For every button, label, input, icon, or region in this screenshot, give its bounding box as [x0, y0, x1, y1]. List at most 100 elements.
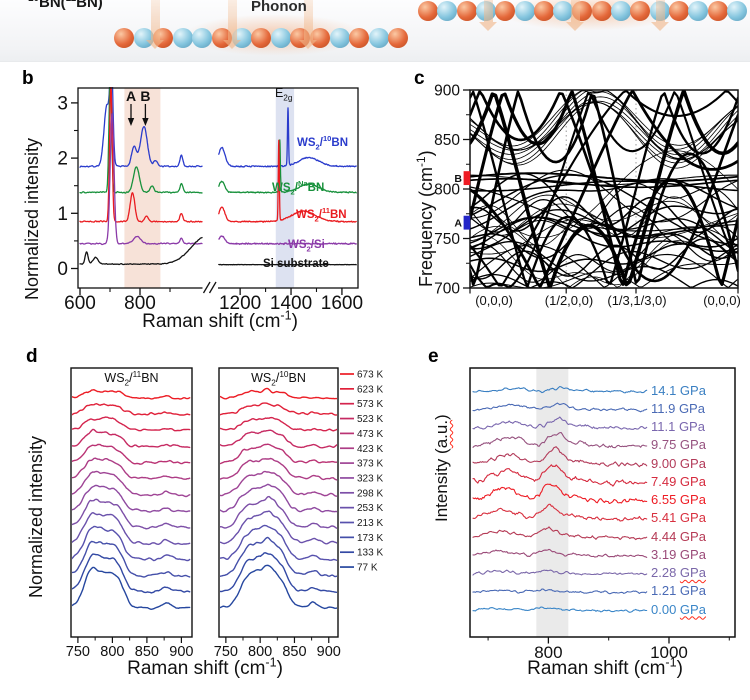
panel-letter-e: e — [428, 346, 439, 367]
temperature-curve — [220, 402, 337, 416]
legend-label: 623 K — [357, 384, 383, 395]
mode-marker-label: A — [454, 218, 462, 230]
temperature-curve — [220, 457, 337, 481]
temperature-curve — [220, 387, 337, 400]
panel-c-ylabel: Frequency (cm-1) — [414, 150, 436, 287]
temperature-curve — [220, 524, 337, 561]
temperature-curve — [220, 483, 337, 513]
boron-atom — [533, 1, 554, 21]
tick-label: 900 — [434, 83, 460, 100]
pressure-label: 14.1 GPa — [651, 382, 706, 398]
panel-e-xlabel: Raman shift (cm-1) — [527, 655, 683, 679]
tick-label: 0 — [57, 259, 68, 280]
subpanel-title: WS2/11BN — [104, 369, 159, 388]
nitrogen-atom — [553, 1, 574, 21]
tick-label: 900 — [317, 644, 341, 660]
annotation-arrowhead — [142, 118, 149, 126]
legend-label: 423 K — [357, 444, 383, 455]
spectrum-curve-b — [79, 113, 203, 246]
phonon-band — [469, 89, 739, 289]
temperature-curve — [220, 564, 337, 610]
temperature-curve — [72, 512, 191, 546]
tick-label: 800 — [434, 182, 460, 199]
temperature-curve — [72, 553, 191, 594]
nitrogen-atom — [172, 28, 193, 48]
tick-label: 900 — [169, 644, 193, 660]
boron-atom — [114, 28, 134, 48]
pressure-label: 5.41 GPa — [651, 510, 706, 526]
phonon-label: Phonon — [251, 0, 307, 15]
boron-atom — [707, 1, 728, 21]
pressure-curve — [472, 385, 648, 394]
pressure-curve — [472, 402, 648, 413]
spectrum-curve-b — [218, 107, 357, 168]
temperature-curve — [72, 498, 191, 530]
boron-atom — [388, 28, 409, 48]
tick-label: 800 — [248, 644, 272, 660]
phonon-band — [469, 89, 739, 286]
legend-label: 573 K — [357, 399, 383, 410]
pressure-curve — [472, 588, 648, 595]
phonon-band — [469, 172, 739, 182]
phonon-band — [469, 100, 739, 160]
temperature-curve — [72, 416, 191, 432]
temperature-curve — [72, 540, 191, 578]
phonon-arrow-icon — [650, 0, 669, 31]
phonon-band — [469, 180, 739, 192]
legend-label: 373 K — [357, 459, 383, 470]
temperature-curve — [72, 484, 191, 513]
phonon-arrow-icon — [298, 0, 317, 49]
mode-marker-label: B — [454, 173, 462, 185]
kpoint-label: (0,0,0) — [475, 293, 513, 308]
temperature-curve — [220, 495, 337, 529]
pressure-label: 1.21 GPa — [651, 583, 706, 599]
tick-label: 1 — [57, 204, 68, 225]
nitrogen-atom — [329, 28, 350, 48]
tick-label: 1000 — [650, 643, 688, 662]
tick-label: 750 — [214, 644, 238, 660]
plot-frame-e — [469, 367, 736, 638]
spectrum-curve-b — [79, 236, 203, 266]
temperature-curve — [220, 429, 337, 449]
pressure-curve — [472, 569, 648, 576]
pressure-label: 4.44 GPa — [651, 528, 706, 544]
phonon-band — [469, 238, 739, 280]
panel-b-xlabel: Raman shift (cm-1) — [142, 308, 298, 332]
tick-label: 750 — [66, 644, 90, 660]
phonon-arrow-icon — [565, 0, 584, 31]
phonon-band — [469, 96, 739, 161]
peak-annotation: E2g — [274, 86, 293, 103]
temperature-curve — [72, 403, 191, 416]
axis-break — [202, 281, 211, 294]
nitrogen-atom — [270, 28, 291, 48]
pressure-label: 0.00 GPa — [651, 601, 706, 617]
legend-label: 473 K — [357, 429, 383, 440]
legend-label: 298 K — [357, 488, 383, 499]
tick-label: 750 — [434, 231, 460, 248]
tick-label: 1600 — [321, 293, 363, 314]
kpoint-label: (1/3,1/3,0) — [607, 293, 666, 308]
phonon-band — [469, 203, 739, 249]
phonon-band — [469, 89, 739, 289]
phonon-arrow-icon — [478, 0, 497, 31]
bn-isotope-label: 10BN(11BN) — [28, 0, 103, 11]
boron-atom — [349, 28, 370, 48]
legend-label: 173 K — [357, 533, 383, 544]
temperature-curve — [220, 443, 337, 465]
tick-label: 2 — [57, 149, 68, 170]
spectrum-curve-b — [218, 139, 357, 194]
panel-b-ylabel: Normalized intensity — [22, 137, 42, 300]
phonon-band — [469, 90, 739, 288]
plot-frame-d — [70, 367, 193, 638]
phonon-band — [469, 216, 739, 253]
nitrogen-atom — [368, 28, 389, 48]
boron-atom — [630, 1, 651, 21]
pressure-curve — [472, 503, 648, 522]
panel-e-ylabel: Intensity (a.u.) — [432, 414, 451, 522]
temperature-curve — [72, 457, 191, 480]
phonon-arrow-icon — [145, 0, 164, 49]
pressure-curve — [472, 526, 648, 541]
boron-atom — [456, 1, 477, 21]
nitrogen-atom — [611, 1, 631, 21]
